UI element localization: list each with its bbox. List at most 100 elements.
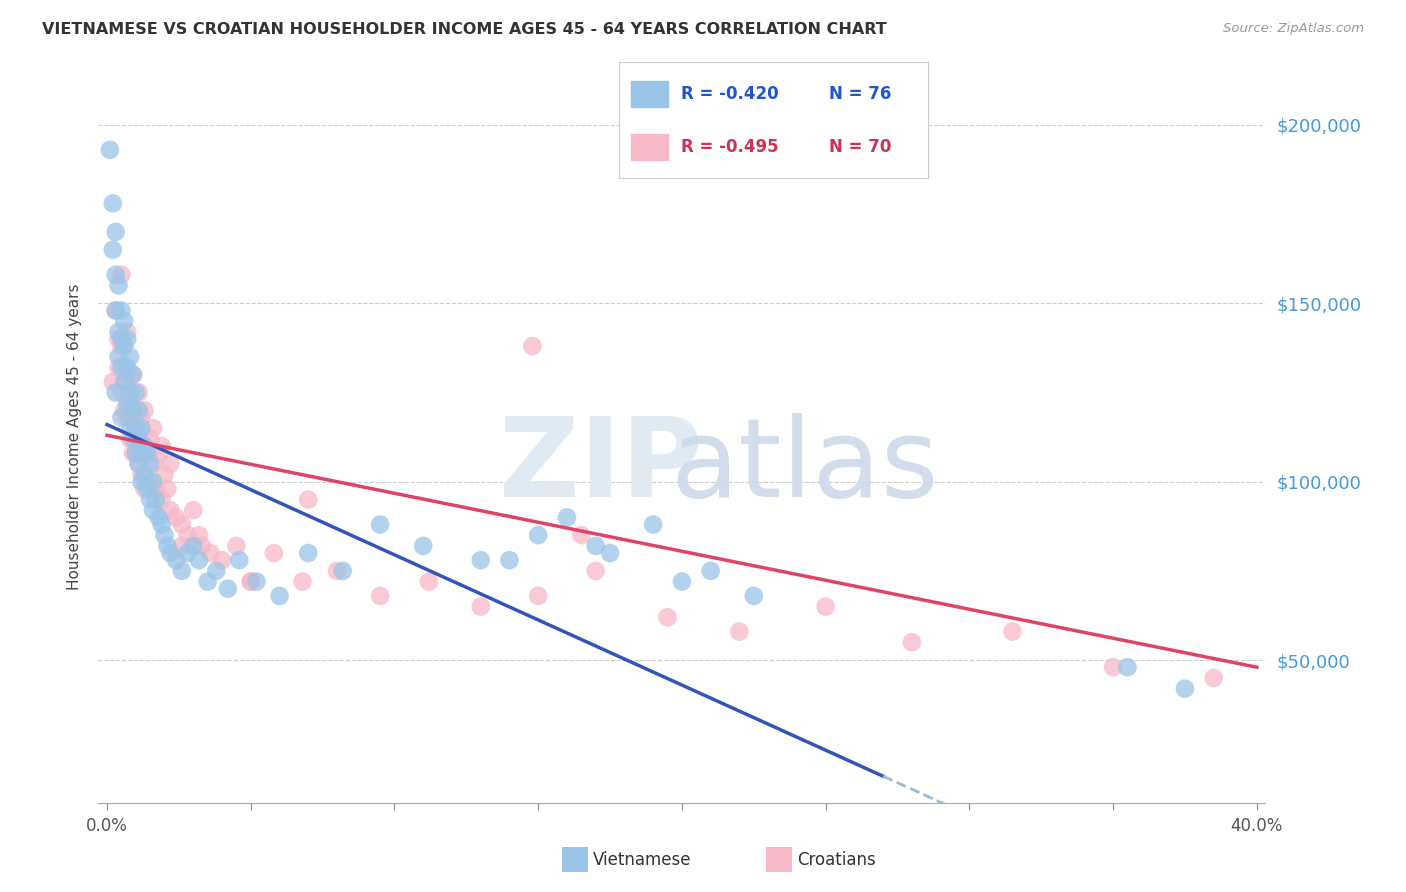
Point [110, 410, 132, 425]
Point [142, 421, 165, 435]
Point [110, 303, 132, 318]
Point [156, 539, 179, 553]
Point [699, 564, 721, 578]
Point [134, 439, 156, 453]
Point [181, 503, 204, 517]
Point [150, 517, 173, 532]
Point [101, 243, 124, 257]
Point [728, 624, 751, 639]
Point [112, 339, 135, 353]
Point [125, 385, 148, 400]
Point [1102, 660, 1125, 674]
Point [156, 482, 179, 496]
Point [191, 539, 214, 553]
Point [671, 574, 693, 589]
Point [470, 553, 492, 567]
Point [145, 492, 167, 507]
Point [115, 360, 138, 375]
Text: N = 76: N = 76 [830, 85, 891, 103]
Point [110, 268, 132, 282]
Point [165, 553, 187, 567]
Point [134, 439, 156, 453]
Point [742, 589, 765, 603]
Point [112, 314, 135, 328]
Point [112, 403, 135, 417]
Point [1116, 660, 1139, 674]
Point [131, 446, 153, 460]
Point [125, 421, 148, 435]
Point [104, 303, 127, 318]
Point [142, 457, 165, 471]
Point [122, 432, 145, 446]
Point [104, 385, 127, 400]
Point [181, 539, 204, 553]
Point [101, 375, 124, 389]
Point [153, 467, 176, 482]
Point [131, 467, 153, 482]
Point [128, 385, 150, 400]
Point [136, 446, 159, 460]
Point [527, 589, 550, 603]
Point [131, 475, 153, 489]
Point [176, 546, 198, 560]
Point [585, 539, 607, 553]
Point [470, 599, 492, 614]
Point [599, 546, 621, 560]
Point [225, 539, 247, 553]
Point [139, 432, 162, 446]
Point [112, 368, 135, 382]
Point [657, 610, 679, 624]
Point [165, 510, 187, 524]
Point [118, 432, 141, 446]
Point [205, 564, 228, 578]
Point [1174, 681, 1197, 696]
Point [326, 564, 349, 578]
Point [148, 446, 170, 460]
Point [125, 446, 148, 460]
Point [142, 503, 165, 517]
FancyBboxPatch shape [631, 135, 668, 160]
Point [150, 492, 173, 507]
Point [112, 375, 135, 389]
Point [148, 510, 170, 524]
Point [98, 143, 121, 157]
Point [245, 574, 267, 589]
Text: R = -0.420: R = -0.420 [681, 85, 778, 103]
Point [332, 564, 354, 578]
Point [107, 350, 129, 364]
Point [131, 410, 153, 425]
Point [118, 350, 141, 364]
Point [200, 546, 222, 560]
Point [139, 457, 162, 471]
Point [101, 196, 124, 211]
Text: Source: ZipAtlas.com: Source: ZipAtlas.com [1223, 22, 1364, 36]
Point [110, 385, 132, 400]
Point [418, 574, 440, 589]
Point [122, 403, 145, 417]
Point [128, 457, 150, 471]
Point [115, 375, 138, 389]
Text: atlas: atlas [671, 413, 939, 520]
Point [188, 553, 211, 567]
Point [128, 432, 150, 446]
Point [104, 268, 127, 282]
Point [239, 574, 262, 589]
Point [104, 225, 127, 239]
Point [159, 503, 181, 517]
Point [188, 528, 211, 542]
Point [107, 360, 129, 375]
Point [228, 553, 250, 567]
Point [110, 360, 132, 375]
Point [122, 410, 145, 425]
Point [110, 332, 132, 346]
Point [1202, 671, 1225, 685]
Point [176, 528, 198, 542]
Point [115, 410, 138, 425]
Point [115, 396, 138, 410]
Point [128, 403, 150, 417]
Point [134, 467, 156, 482]
Point [269, 589, 291, 603]
Point [131, 421, 153, 435]
Point [134, 482, 156, 496]
Point [110, 339, 132, 353]
